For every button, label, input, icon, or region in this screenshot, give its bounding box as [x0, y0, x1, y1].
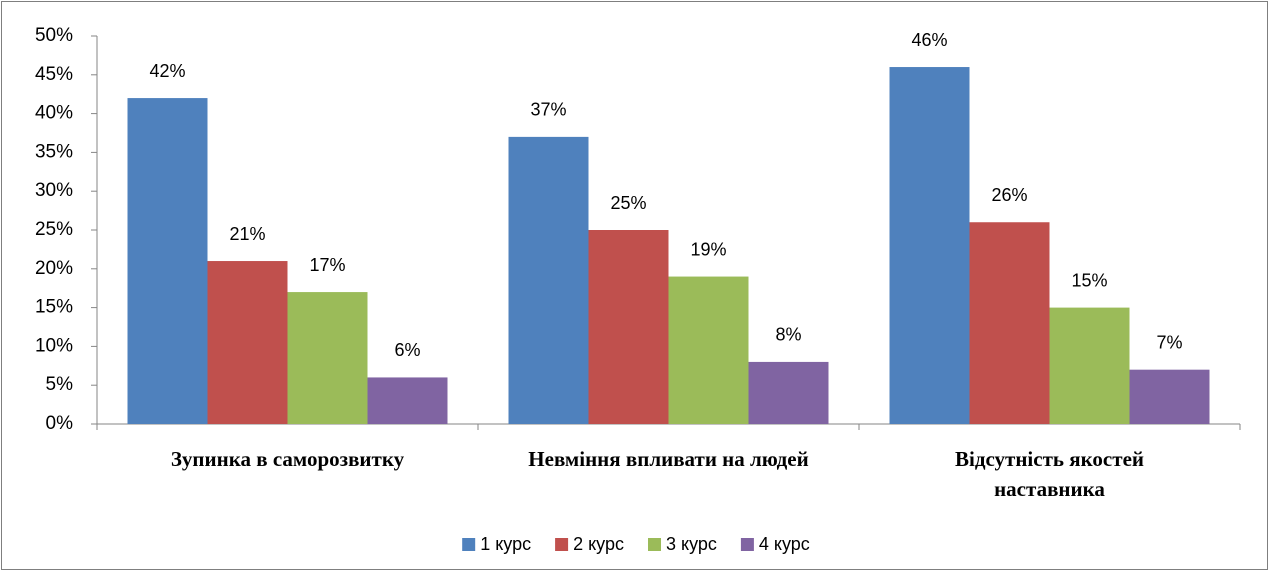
data-label: 7% — [1156, 332, 1182, 352]
legend-swatch — [462, 538, 476, 551]
bar — [748, 361, 829, 424]
y-tick-label: 30% — [35, 180, 73, 201]
bar — [127, 98, 208, 424]
bar — [508, 136, 589, 424]
y-tick-label: 45% — [35, 64, 73, 85]
data-label: 42% — [149, 61, 185, 81]
bar — [969, 222, 1050, 424]
y-tick-label: 40% — [35, 103, 73, 124]
y-tick-label: 15% — [35, 297, 73, 318]
y-tick-label: 25% — [35, 219, 73, 240]
legend-swatch — [740, 538, 754, 551]
bar — [207, 261, 288, 424]
y-tick-label: 35% — [35, 141, 73, 162]
data-label: 19% — [690, 239, 726, 259]
data-label: 6% — [394, 340, 420, 360]
data-label: 25% — [610, 193, 646, 213]
legend-label: 2 курс — [573, 534, 624, 554]
bar — [367, 377, 448, 424]
data-label: 8% — [775, 325, 801, 345]
y-tick-label: 50% — [35, 25, 73, 46]
data-label: 26% — [991, 185, 1027, 205]
x-tick-label: Невміння впливати на людей — [528, 447, 809, 471]
legend-label: 4 курс — [759, 534, 810, 554]
legend-label: 3 курс — [666, 534, 717, 554]
legend-swatch — [648, 538, 661, 551]
x-tick-label: Відсутність якостей наставника — [955, 447, 1144, 501]
bar — [1049, 307, 1130, 424]
data-label: 21% — [229, 224, 265, 244]
data-label: 37% — [530, 100, 566, 120]
bar — [287, 292, 368, 424]
x-tick-label: Зупинка в саморозвитку — [170, 447, 405, 471]
bar — [588, 230, 669, 424]
y-tick-label: 0% — [46, 413, 74, 434]
legend-label: 1 курс — [480, 534, 531, 554]
bar — [889, 67, 970, 424]
y-tick-label: 20% — [35, 258, 73, 279]
y-tick-label: 10% — [35, 335, 73, 356]
data-label: 17% — [309, 255, 345, 275]
data-label: 46% — [911, 30, 947, 50]
legend-swatch — [555, 538, 569, 551]
y-tick-label: 5% — [46, 374, 74, 395]
bar — [1129, 369, 1210, 424]
bar — [668, 276, 749, 424]
data-label: 15% — [1071, 270, 1107, 290]
